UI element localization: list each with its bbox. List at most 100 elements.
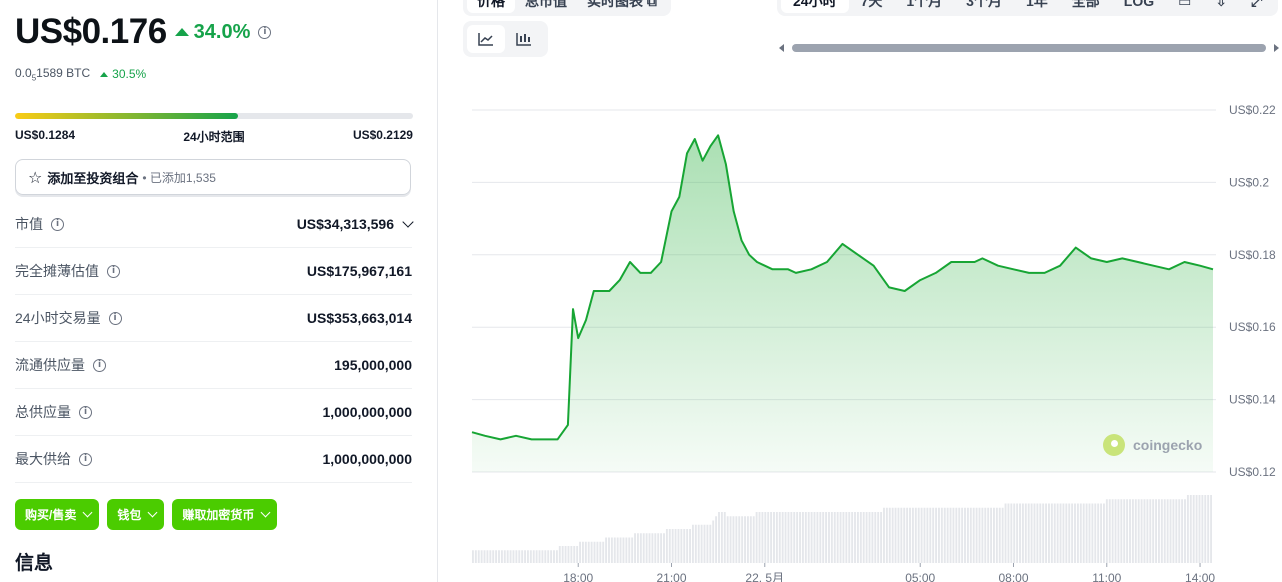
volume-bar (810, 512, 813, 563)
stats-table: 市值 i US$34,313,596 完全摊薄估值 i US$175,967,161… (15, 201, 414, 483)
volume-bar (1016, 503, 1019, 563)
add-to-portfolio-button[interactable]: ☆ 添加至投资组合 • 已添加1,535 (15, 159, 411, 195)
volume-bar (880, 512, 883, 563)
volume-bar (917, 507, 920, 563)
volume-bar (851, 512, 854, 563)
info-icon[interactable]: i (93, 358, 106, 372)
volume-bar (472, 550, 474, 563)
volume-bar (500, 550, 503, 563)
stat-value: US$353,663,014 (306, 310, 412, 326)
action-buttons: 购买/售卖 钱包 赚取加密货币 (15, 499, 278, 530)
volume-bar (787, 512, 790, 563)
tab-log[interactable]: LOG (1123, 0, 1155, 9)
info-icon[interactable]: i (79, 452, 92, 466)
volume-bar (888, 507, 891, 563)
volume-bar (961, 507, 964, 563)
volume-bar (946, 507, 949, 563)
x-tick-label: 14:00 (1185, 571, 1215, 582)
x-tick-label: 11:00 (1092, 571, 1121, 582)
y-tick-label: US$0.22 (1229, 103, 1276, 117)
range-low: US$0.1284 (15, 128, 76, 142)
stat-label: 流通供应量 (15, 357, 85, 373)
volume-bar (506, 550, 509, 563)
volume-bar (1186, 495, 1189, 563)
tab-7d[interactable]: 7天 (860, 0, 883, 9)
candlestick-chart-button[interactable] (505, 25, 543, 53)
tab-3m[interactable]: 3个月 (966, 0, 1002, 9)
volume-bar (593, 541, 596, 563)
volume-bar (524, 550, 526, 563)
tab-1y[interactable]: 1年 (1025, 0, 1048, 9)
volume-bar (975, 507, 978, 563)
info-icon[interactable]: i (107, 264, 120, 278)
earn-crypto-button[interactable]: 赚取加密货币 (172, 499, 278, 530)
volume-bar (663, 533, 665, 563)
volume-bar (602, 541, 605, 563)
volume-bar (1192, 495, 1195, 563)
scroll-left-icon[interactable] (779, 44, 784, 52)
volume-bar (978, 507, 981, 563)
volume-bar (1152, 499, 1155, 563)
volume-bar (1155, 499, 1158, 563)
tab-market-cap[interactable]: 总市值 (525, 0, 567, 9)
info-icon[interactable]: i (51, 217, 64, 231)
volume-bar (752, 516, 755, 563)
calendar-icon[interactable]: ▭ (1178, 0, 1192, 9)
volume-bar (1013, 503, 1016, 563)
volume-bar (570, 546, 573, 563)
tab-24h[interactable]: 24小时 (781, 0, 849, 13)
volume-bar (932, 507, 935, 563)
volume-bar (1082, 503, 1085, 563)
tab-price[interactable]: 价格 (467, 0, 515, 13)
buy-sell-button[interactable]: 购买/售卖 (15, 499, 100, 530)
volume-bar (512, 550, 515, 563)
volume-bar (480, 550, 483, 563)
volume-bar (1033, 503, 1036, 563)
coingecko-watermark: coingecko (1103, 434, 1202, 456)
scroll-right-icon[interactable] (1274, 44, 1279, 52)
volume-bar (972, 507, 975, 563)
stat-row-market-cap: 市值 i US$34,313,596 (15, 201, 414, 248)
volume-bar (775, 512, 778, 563)
price-chart[interactable]: US$0.22 US$0.2 US$0.18 US$0.16 US$0.14 US$0.1… (440, 90, 1282, 582)
line-chart-button[interactable] (467, 25, 505, 53)
volume-bar (726, 516, 729, 563)
volume-bar (691, 524, 694, 563)
volume-bar (544, 550, 547, 563)
volume-bar (723, 512, 726, 563)
volume-bar (1178, 499, 1181, 563)
info-icon[interactable]: i (258, 25, 272, 39)
volume-bar (555, 550, 558, 563)
y-tick-label: US$0.2 (1229, 175, 1269, 189)
chevron-down-icon (147, 507, 158, 518)
volume-bar (1207, 495, 1210, 563)
info-icon[interactable]: i (108, 311, 122, 325)
volume-bar (625, 537, 628, 563)
tab-1m[interactable]: 1个月 (906, 0, 943, 9)
tabs-scrollbar[interactable] (779, 41, 1279, 55)
tab-live-chart[interactable]: 实时图表 ⧉ (577, 0, 667, 13)
volume-bar (553, 550, 555, 563)
scrollbar-thumb[interactable] (792, 44, 1266, 52)
volume-bar (1062, 503, 1065, 563)
market-cap-toggle[interactable]: US$34,313,596 (297, 216, 414, 232)
download-icon[interactable]: ⇩ (1215, 0, 1228, 9)
fullscreen-icon[interactable]: ⤢ (1251, 0, 1263, 9)
volume-bar (576, 546, 579, 563)
stat-row-fdv: 完全摊薄估值 i US$175,967,161 (15, 248, 412, 295)
watermark-text: coingecko (1133, 437, 1203, 453)
wallet-button[interactable]: 钱包 (107, 499, 165, 530)
price-line (471, 134, 1214, 441)
volume-bar (877, 512, 880, 563)
info-icon[interactable]: i (79, 405, 92, 419)
volume-bar (1160, 499, 1163, 563)
volume-bar (842, 512, 845, 563)
volume-bar (709, 524, 712, 563)
volume-bar (509, 550, 512, 563)
range-24h-bar (15, 113, 413, 119)
volume-bar (732, 516, 735, 563)
volume-bar (729, 516, 732, 563)
volume-bar (859, 512, 862, 563)
tab-all[interactable]: 全部 (1071, 0, 1100, 9)
volume-bar (770, 512, 773, 563)
